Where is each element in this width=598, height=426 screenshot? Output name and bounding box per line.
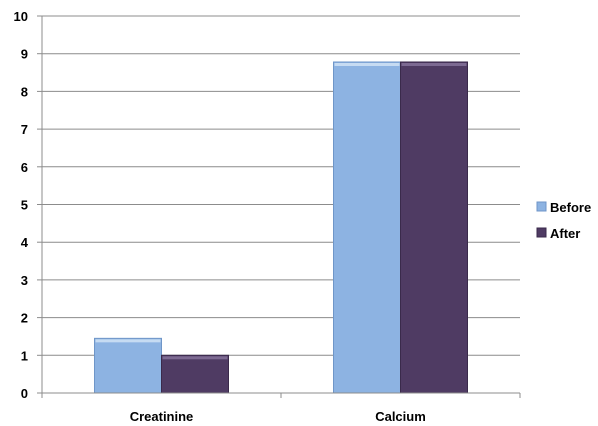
y-tick-label: 3 bbox=[21, 273, 28, 288]
bar-top-highlight bbox=[401, 62, 467, 66]
legend: Before After bbox=[536, 200, 591, 241]
bar-before-calcium bbox=[333, 61, 401, 394]
y-tick-label: 5 bbox=[21, 198, 28, 213]
bar-after-calcium bbox=[400, 61, 468, 394]
bar-after-creatinine bbox=[161, 354, 229, 394]
bar-top-highlight bbox=[95, 339, 161, 343]
y-tick-label: 9 bbox=[21, 47, 28, 62]
y-tick-label: 8 bbox=[21, 84, 28, 99]
y-axis: 0 1 2 3 4 5 6 7 8 9 10 bbox=[14, 9, 43, 401]
legend-label: After bbox=[550, 226, 580, 241]
y-tick-label: 0 bbox=[21, 386, 28, 401]
bars bbox=[94, 61, 468, 394]
bar-body bbox=[333, 61, 401, 394]
y-tick-label: 2 bbox=[21, 311, 28, 326]
y-tick-label: 7 bbox=[21, 122, 28, 137]
x-tick-label: Creatinine bbox=[130, 409, 194, 424]
bar-top-highlight bbox=[334, 62, 400, 66]
legend-item-before: Before bbox=[536, 200, 591, 215]
x-axis: Creatinine Calcium bbox=[41, 392, 521, 424]
y-tick-label: 6 bbox=[21, 160, 28, 175]
bar-body bbox=[161, 354, 229, 394]
y-tick-label: 1 bbox=[21, 348, 28, 363]
bar-before-creatinine bbox=[94, 337, 162, 394]
bar-top-highlight bbox=[162, 356, 228, 360]
gridlines bbox=[42, 15, 520, 356]
legend-swatch bbox=[536, 227, 547, 238]
x-tick-label: Calcium bbox=[375, 409, 426, 424]
y-tick-label: 4 bbox=[21, 235, 29, 250]
bar-body bbox=[400, 61, 468, 394]
legend-item-after: After bbox=[536, 226, 580, 241]
y-tick-label: 10 bbox=[14, 9, 28, 24]
bar-body bbox=[94, 337, 162, 394]
legend-swatch bbox=[536, 201, 547, 212]
legend-label: Before bbox=[550, 200, 591, 215]
